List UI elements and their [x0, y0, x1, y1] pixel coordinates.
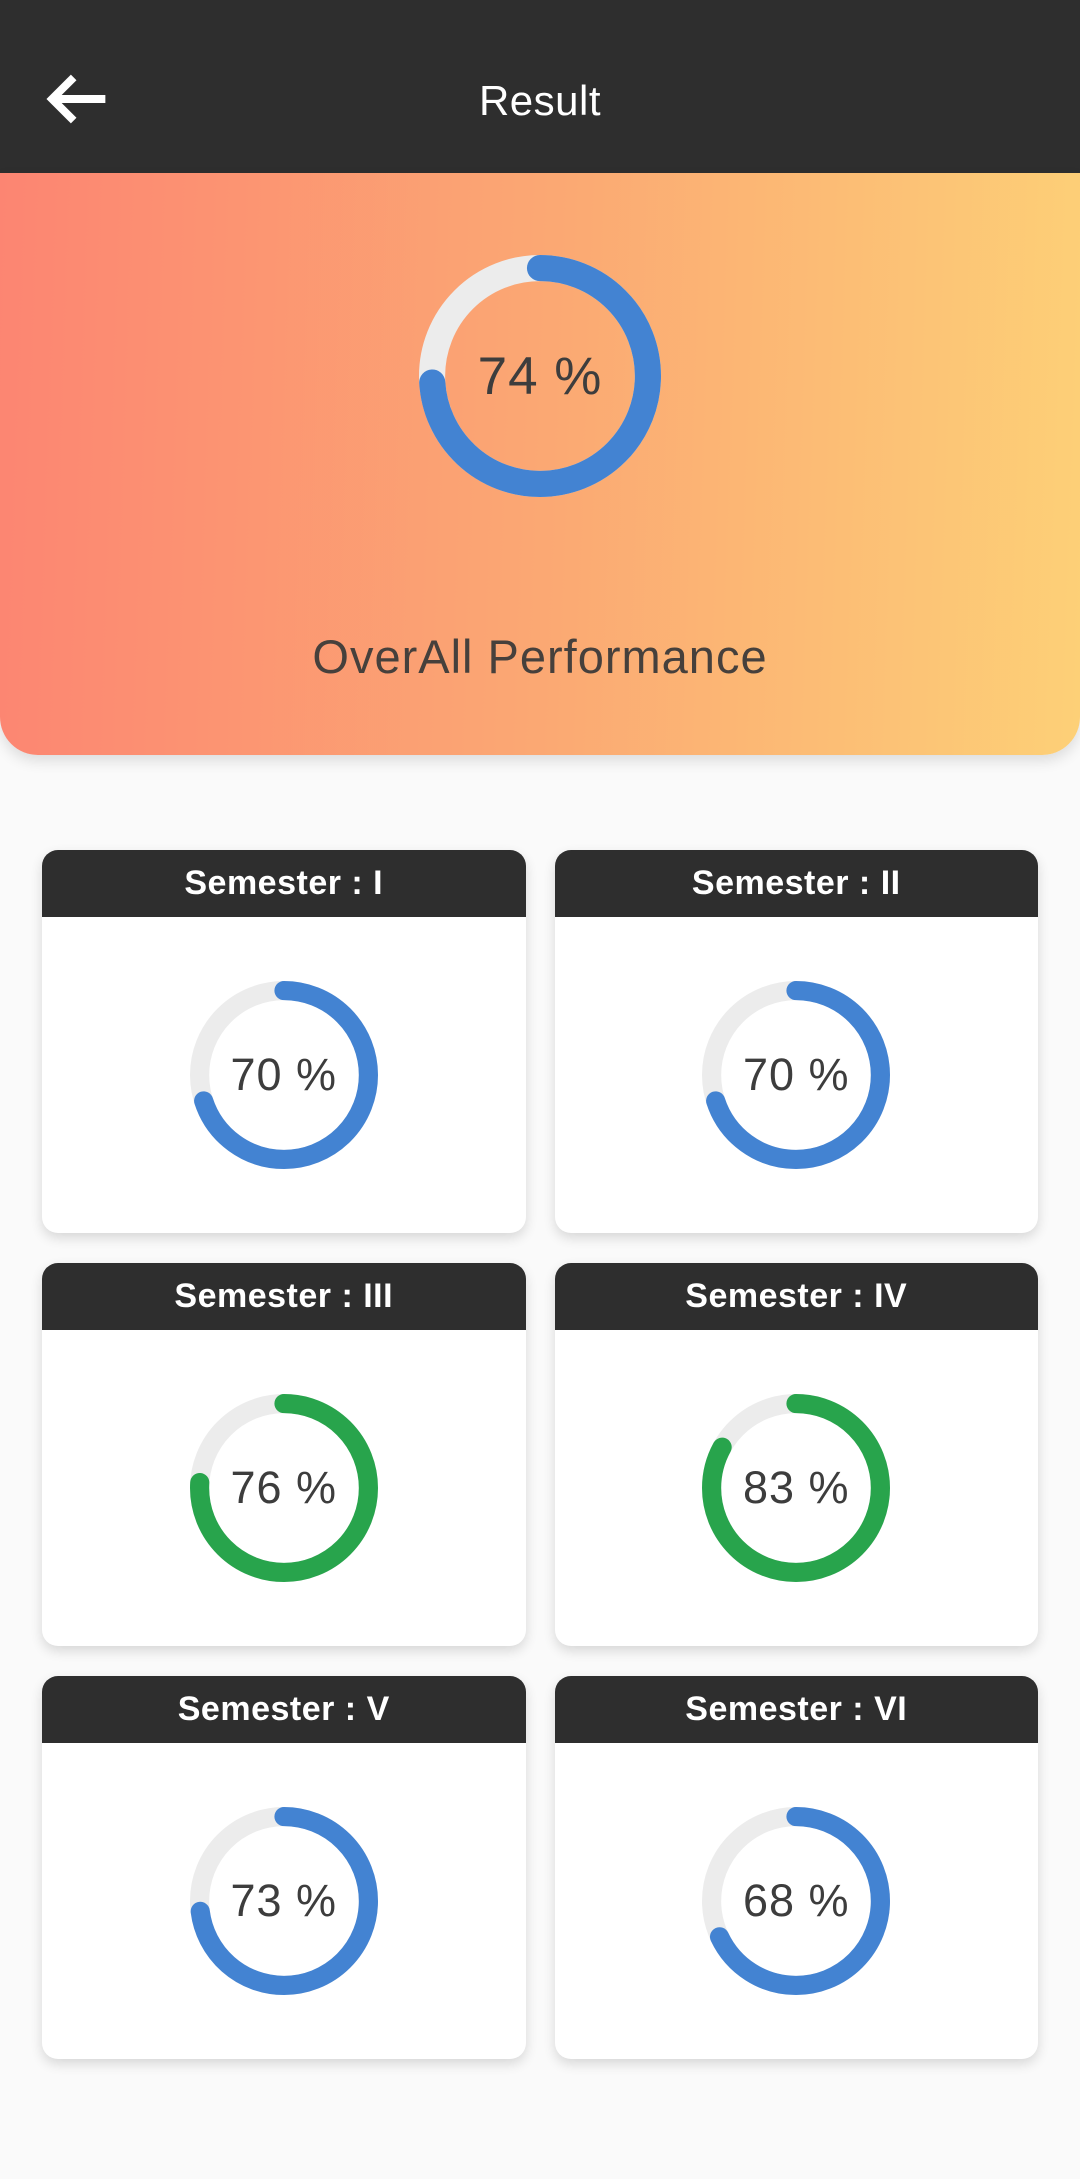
semester-card-6: Semester : VI 68 % [554, 1676, 1038, 2059]
semester-card-1: Semester : I 70 % [42, 850, 526, 1233]
semester-progress-ring: 68 % [702, 1807, 891, 1995]
semester-progress-ring: 73 % [189, 1807, 378, 1995]
overall-caption: OverAll Performance [312, 630, 768, 683]
semester-card-title: Semester : V [42, 1676, 526, 1743]
semester-progress-ring: 70 % [702, 981, 891, 1169]
semester-percent-value: 73 % [230, 1875, 338, 1926]
semester-card-title: Semester : VI [554, 1676, 1038, 1743]
semester-card-5: Semester : V 73 % [42, 1676, 526, 2059]
page-title: Result [478, 76, 602, 124]
semester-card-title: Semester : III [42, 1263, 526, 1330]
semester-percent-value: 76 % [230, 1462, 338, 1513]
semester-card-title: Semester : II [554, 850, 1038, 917]
overall-performance-card: 74 % OverAll Performance [0, 173, 1080, 755]
semester-percent-value: 70 % [230, 1049, 338, 1100]
app-bar: Result [0, 0, 1080, 173]
back-button[interactable] [36, 58, 120, 142]
semester-progress-ring: 76 % [189, 1394, 378, 1582]
semester-percent-value: 68 % [742, 1875, 850, 1926]
arrow-left-icon [42, 67, 114, 134]
semester-percent-value: 83 % [742, 1462, 850, 1513]
semester-card-title: Semester : IV [554, 1263, 1038, 1330]
semester-progress-ring: 70 % [189, 981, 378, 1169]
semester-card-title: Semester : I [42, 850, 526, 917]
semester-card-4: Semester : IV 83 % [554, 1263, 1038, 1646]
semester-card-2: Semester : II 70 % [554, 850, 1038, 1233]
semester-percent-value: 70 % [742, 1049, 850, 1100]
overall-percent-value: 74 % [477, 346, 603, 406]
overall-progress-ring: 74 % [419, 255, 661, 497]
semester-card-3: Semester : III 76 % [42, 1263, 526, 1646]
semester-progress-ring: 83 % [702, 1394, 891, 1582]
semester-grid: Semester : I 70 % Semester : II 70 % [42, 850, 1038, 2059]
